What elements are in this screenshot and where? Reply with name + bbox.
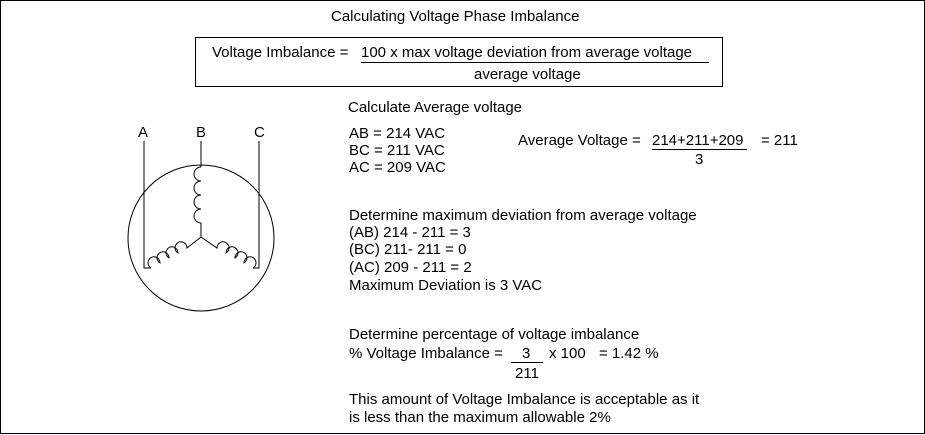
reading-ab: AB = 214 VAC bbox=[349, 125, 446, 142]
average-fraction-bar bbox=[652, 149, 747, 150]
wire-c bbox=[253, 141, 260, 269]
wire-a bbox=[143, 141, 151, 269]
percentage-multiplier: x 100 bbox=[549, 345, 586, 362]
formula-fraction-bar bbox=[361, 62, 709, 63]
formula-denominator: average voltage bbox=[474, 66, 581, 83]
formula-lhs: Voltage Imbalance = bbox=[212, 44, 349, 61]
reading-bc: BC = 211 VAC bbox=[349, 142, 445, 159]
percentage-result: = 1.42 % bbox=[599, 345, 659, 362]
average-result: = 211 bbox=[761, 132, 798, 149]
percentage-fraction-bar bbox=[511, 362, 543, 363]
label-c: C bbox=[254, 124, 265, 141]
percentage-lhs: % Voltage Imbalance = bbox=[349, 345, 503, 362]
percentage-heading: Determine percentage of voltage imbalanc… bbox=[349, 326, 640, 343]
conclusion-line-2: is less than the maximum allowable 2% bbox=[349, 409, 611, 426]
deviation-heading: Determine maximum deviation from average… bbox=[349, 207, 697, 224]
coil-b bbox=[193, 166, 202, 237]
formula-numerator: 100 x max voltage deviation from average… bbox=[361, 44, 693, 61]
deviation-ab: (AB) 214 - 211 = 3 bbox=[349, 224, 471, 241]
page-title: Calculating Voltage Phase Imbalance bbox=[331, 8, 580, 25]
percentage-denominator: 211 bbox=[515, 365, 539, 382]
average-denominator: 3 bbox=[695, 151, 704, 168]
conclusion-line-1: This amount of Voltage Imbalance is acce… bbox=[349, 391, 700, 408]
average-heading: Calculate Average voltage bbox=[348, 99, 523, 116]
deviation-bc: (BC) 211- 211 = 0 bbox=[349, 241, 467, 258]
motor-housing-circle bbox=[127, 164, 275, 312]
formula-box bbox=[195, 37, 723, 87]
reading-ac: AC = 209 VAC bbox=[349, 159, 446, 176]
coil-c bbox=[200, 236, 257, 269]
average-lhs: Average Voltage = bbox=[518, 132, 641, 149]
deviation-ac: (AC) 209 - 211 = 2 bbox=[349, 259, 472, 276]
coil-a bbox=[147, 236, 202, 269]
label-a: A bbox=[138, 124, 149, 141]
percentage-numerator: 3 bbox=[522, 345, 531, 362]
deviation-summary: Maximum Deviation is 3 VAC bbox=[349, 277, 543, 294]
average-numerator: 214+211+209 bbox=[652, 132, 744, 149]
label-b: B bbox=[196, 124, 207, 141]
